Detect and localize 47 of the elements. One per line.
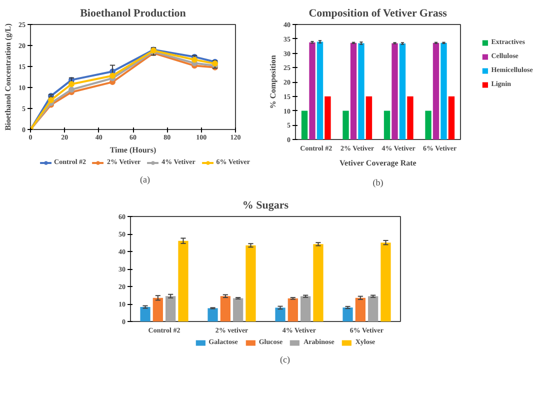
x-axis-title: Time (Hours)	[110, 146, 156, 154]
bar	[399, 43, 406, 140]
chart-title: Bioethanol Production	[80, 8, 186, 20]
bar	[342, 110, 349, 140]
bar	[301, 110, 308, 140]
bar	[166, 296, 176, 322]
bar	[140, 306, 150, 322]
bar	[208, 308, 218, 322]
bar	[300, 296, 311, 322]
bar	[355, 298, 366, 322]
point	[68, 86, 74, 93]
bar	[316, 42, 324, 140]
bar	[233, 298, 244, 322]
bar	[309, 42, 316, 140]
bar	[152, 298, 163, 322]
point	[68, 81, 74, 88]
bar	[358, 43, 364, 140]
point	[192, 56, 198, 63]
y-axis-title: Bioethanol Concentration (g/L)	[4, 23, 12, 131]
x-axis-title: Vetiver Coverage Rate	[340, 158, 417, 168]
bar	[275, 308, 286, 322]
bar	[288, 298, 298, 322]
bar	[380, 242, 391, 322]
bar	[220, 296, 230, 322]
bar	[384, 110, 390, 140]
point	[48, 97, 54, 104]
text: (a)	[140, 174, 150, 184]
bar	[324, 96, 331, 140]
bar	[366, 96, 372, 140]
bar	[313, 244, 324, 322]
bar	[246, 245, 256, 322]
bar	[407, 96, 414, 140]
bar	[440, 42, 447, 140]
bar	[425, 110, 432, 140]
chart-title: % Sugars	[242, 200, 290, 212]
bar	[368, 296, 378, 322]
text: (c)	[280, 354, 290, 364]
bar	[178, 240, 188, 322]
bar	[392, 43, 398, 140]
bar	[350, 42, 357, 140]
bar	[432, 42, 440, 140]
point	[110, 72, 116, 79]
bar	[342, 308, 353, 322]
chart-title: Composition of Vetiver Grass	[308, 8, 448, 20]
text: (b)	[372, 178, 384, 188]
y-axis-title: % Composition	[268, 54, 278, 109]
bar	[448, 96, 455, 140]
